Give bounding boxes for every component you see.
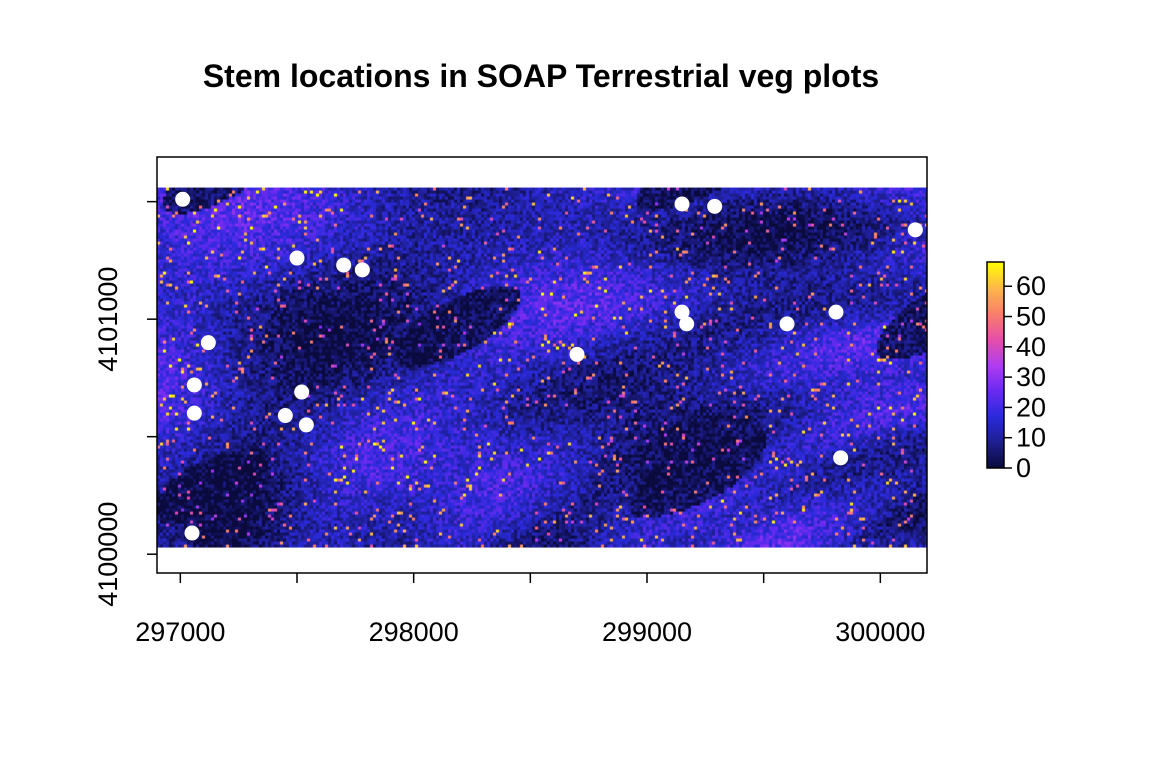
x-tick-label: 298000 bbox=[369, 617, 459, 647]
x-tick-label: 299000 bbox=[602, 617, 692, 647]
raster-image bbox=[157, 187, 927, 548]
plot-point bbox=[354, 262, 370, 278]
legend-tick-label: 20 bbox=[1016, 392, 1046, 422]
legend-tick-label: 0 bbox=[1016, 453, 1031, 483]
plot-point bbox=[779, 316, 795, 332]
x-tick-label: 300000 bbox=[835, 617, 925, 647]
legend-colorbar bbox=[986, 261, 1005, 469]
raster-heatmap bbox=[157, 187, 927, 548]
y-tick-label: 4100000 bbox=[93, 502, 123, 607]
plot-point bbox=[186, 405, 202, 421]
y-axis: 4100000 4101000 bbox=[93, 200, 157, 607]
plot-point bbox=[336, 257, 352, 273]
x-tick-label: 297000 bbox=[135, 617, 225, 647]
plot-point bbox=[907, 222, 923, 238]
plot-locations bbox=[175, 191, 923, 541]
legend-tick-label: 50 bbox=[1016, 302, 1046, 332]
plot-point bbox=[294, 384, 310, 400]
y-tick-label: 4101000 bbox=[93, 267, 123, 372]
plot-point bbox=[277, 408, 293, 424]
plot-point bbox=[186, 377, 202, 393]
legend-tick-label: 60 bbox=[1016, 271, 1046, 301]
plot-frame bbox=[156, 156, 928, 574]
plot-point bbox=[833, 450, 849, 466]
plot-point bbox=[175, 191, 191, 207]
chart-title: Stem locations in SOAP Terrestrial veg p… bbox=[202, 58, 880, 94]
plot-point bbox=[674, 304, 690, 320]
plot-point bbox=[569, 346, 585, 362]
x-axis: 297000 298000 299000 300000 bbox=[135, 573, 925, 647]
plot-point bbox=[289, 250, 305, 266]
plot-point bbox=[674, 196, 690, 212]
plot-point bbox=[298, 417, 314, 433]
plot-point bbox=[707, 198, 723, 214]
plot-point bbox=[184, 525, 200, 541]
plot-point bbox=[200, 335, 216, 351]
plot-point bbox=[828, 304, 844, 320]
legend-tick-label: 10 bbox=[1016, 423, 1046, 453]
legend-tick-label: 40 bbox=[1016, 332, 1046, 362]
plot-point bbox=[679, 316, 695, 332]
legend-tick-label: 30 bbox=[1016, 362, 1046, 392]
